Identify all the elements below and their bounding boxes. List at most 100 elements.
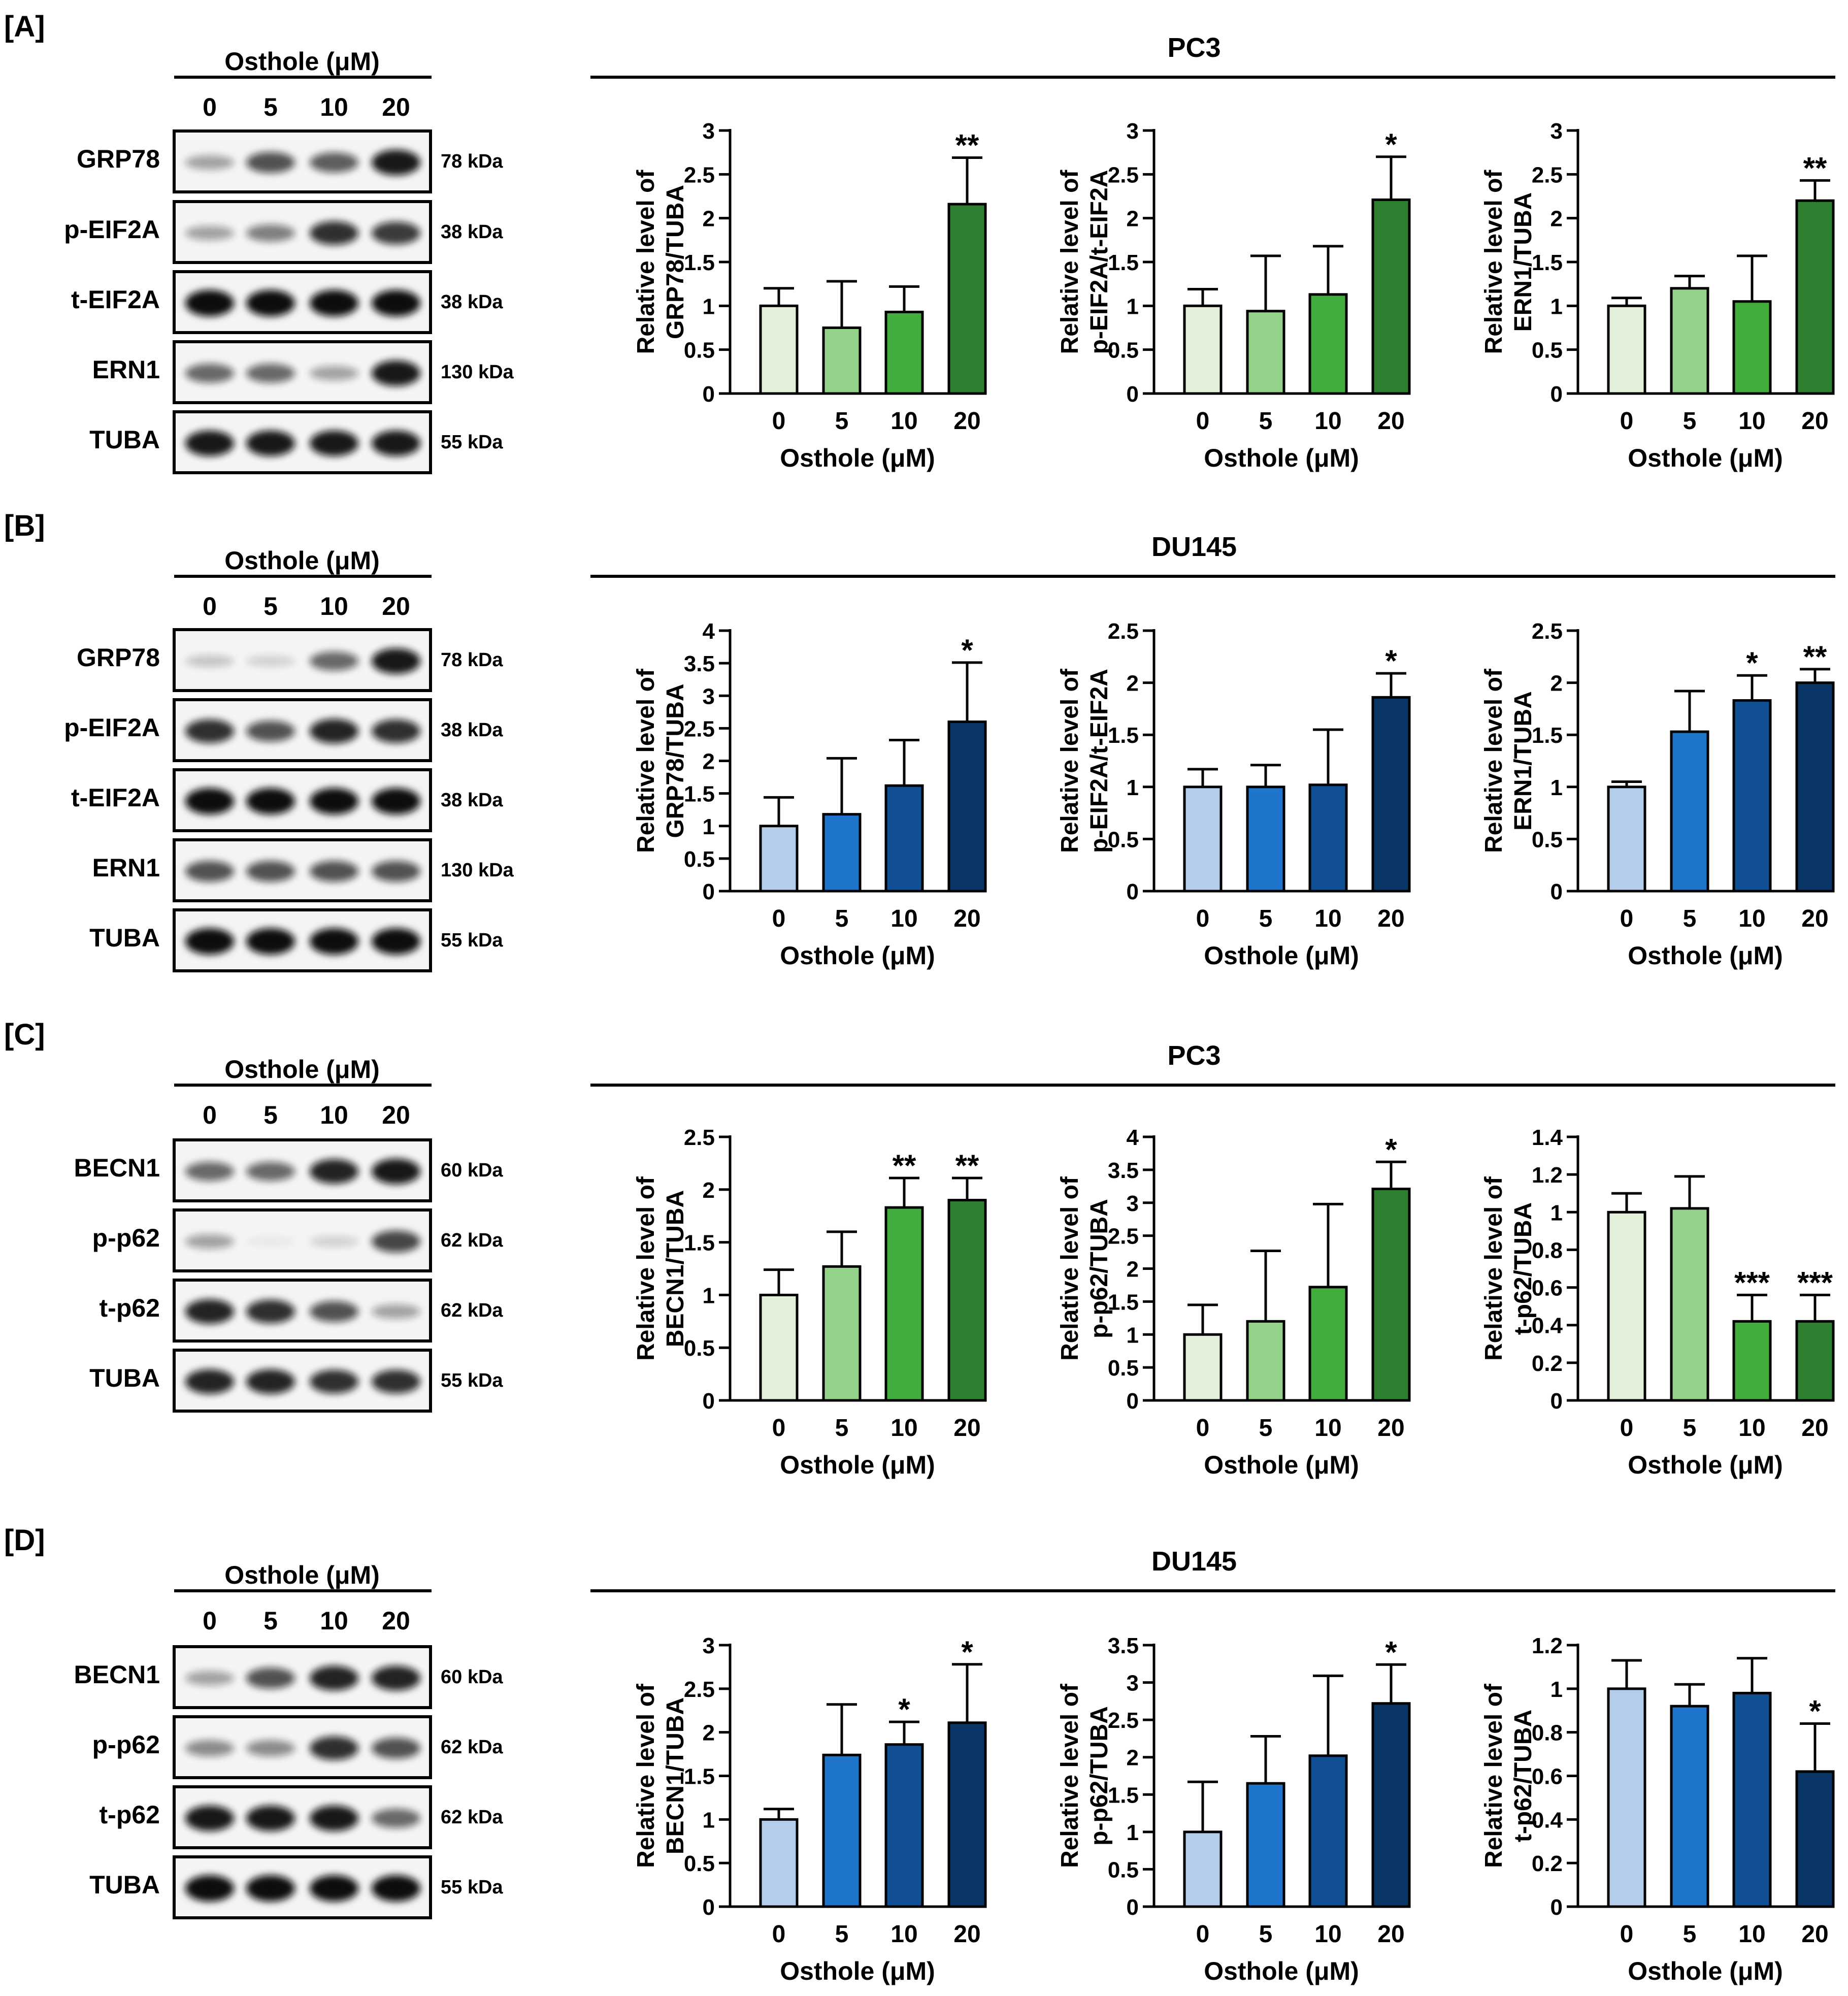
x-axis-label: Osthole (μM) [1204,941,1359,970]
x-axis-label: Osthole (μM) [780,444,935,472]
y-tick-label: 1.5 [1108,723,1139,748]
y-axis-label-line: Relative level of [633,1176,659,1361]
y-tick-label: 1.5 [1108,1783,1139,1808]
blot-row: ERN1 130 kDa [92,838,514,902]
y-tick-label: 1.5 [1532,250,1563,275]
y-tick-label: 1 [703,1283,715,1308]
bar [1308,1286,1348,1402]
x-tick-label: 20 [1801,905,1828,932]
y-axis-label-line: p-EIF2A/t-EIF2A [1086,669,1113,853]
blot-band [310,152,358,173]
x-tick-label: 0 [1620,1921,1634,1948]
blot-band [310,1875,358,1902]
significance-mark: * [1385,1635,1397,1669]
blot-row: p-p62 62 kDa [92,1208,503,1272]
bar [1670,730,1709,893]
bar-chart: 0 0.5 1 1.5 2 2.5 3 Relative level of BECN1/TUBA… [633,1633,987,1985]
blot-band [185,1162,234,1181]
protein-label: ERN1 [92,355,160,384]
significance-mark: * [1385,644,1397,678]
bar [884,1206,924,1402]
blot-band [372,928,420,955]
bar [1732,300,1772,395]
y-tick-label: 2 [703,1178,715,1203]
x-tick-label: 5 [1683,408,1697,435]
bar-chart: 0 0.5 1 1.5 2 2.5 3 3.5 4 Relative level of p-p62/… [1057,1125,1411,1479]
blot-band [246,1369,295,1394]
bar [1371,1188,1411,1402]
blot-band [185,1369,234,1394]
x-tick-label: 0 [1196,1415,1210,1442]
x-axis-label: Osthole (μM) [1204,444,1359,472]
y-tick-label: 1 [1550,1677,1563,1702]
y-tick-label: 3.5 [684,651,715,676]
y-axis-label-line: Relative level of [1480,668,1507,853]
blot-band [310,1805,358,1831]
y-tick-label: 2.5 [1108,619,1139,644]
blot-band [310,430,358,456]
protein-label: p-p62 [92,1730,160,1759]
bar [884,784,924,893]
blot-dose-label: 0 [203,93,217,121]
y-tick-label: 2 [1550,207,1563,232]
x-tick-label: 0 [1196,1921,1210,1948]
x-tick-label: 10 [890,1415,917,1442]
blot-band [310,366,358,381]
x-tick-label: 5 [1683,1921,1697,1948]
y-axis-label-line: t-p62/TUBA [1510,1710,1537,1842]
panel-label: [B] [4,509,45,542]
significance-mark: * [898,1692,910,1726]
x-tick-label: 20 [953,408,980,435]
bar [1183,786,1223,893]
y-axis-label-line: Relative level of [633,1683,659,1868]
blot-dose-label: 10 [320,592,348,620]
y-tick-label: 3.5 [1108,1633,1139,1658]
blot-row: BECN1 60 kDa [74,1645,503,1709]
y-axis-label-line: Relative level of [1057,1683,1083,1868]
y-axis-label: Relative level of BECN1/TUBA [633,1683,689,1868]
y-tick-label: 1.5 [684,1231,715,1256]
y-tick-label: 0.5 [684,338,715,363]
blot-band [310,1301,358,1322]
x-tick-label: 5 [1683,905,1697,932]
bar [1183,1830,1223,1908]
significance-mark: * [1746,646,1758,680]
y-axis-label-line: ERN1/TUBA [1510,691,1537,831]
y-tick-label: 2.5 [684,1677,715,1702]
protein-label: ERN1 [92,854,160,882]
y-tick-label: 2.5 [1108,162,1139,187]
x-tick-label: 20 [1801,1921,1828,1948]
x-tick-label: 0 [1620,905,1634,932]
bar-chart: 0 0.5 1 1.5 2 2.5 3 Relative level of p-EIF2A/t-… [1057,119,1411,472]
blot-band [185,1671,234,1686]
y-axis-label-line: Relative level of [1057,668,1083,853]
bar [1371,696,1411,893]
blot-band [372,1230,420,1253]
bar [884,1743,924,1908]
blot-band [310,290,358,316]
y-axis-label-line: BECN1/TUBA [662,1190,689,1347]
y-axis-label-line: p-p62/TUBA [1086,1199,1113,1338]
y-tick-label: 1 [1550,294,1563,319]
bar [1670,1207,1709,1402]
bar [884,310,924,395]
blot-band [246,1667,295,1689]
protein-label: TUBA [89,1871,160,1899]
y-tick-label: 0 [1127,1389,1139,1414]
blot-row: p-p62 62 kDa [92,1715,503,1779]
bar [1732,1320,1772,1402]
x-tick-label: 10 [1738,905,1765,932]
y-tick-label: 1.2 [1532,1163,1563,1188]
kda-label: 62 kDa [441,1807,503,1828]
y-axis-label: Relative level of t-p62/TUBA [1480,1683,1537,1868]
blot-band [185,364,234,383]
blot-band [372,1665,420,1691]
x-tick-label: 10 [890,905,917,932]
y-tick-label: 2.5 [1532,619,1563,644]
y-axis-label-line: p-EIF2A/t-EIF2A [1086,170,1113,354]
bar [1246,786,1285,893]
blot-band [185,290,234,316]
y-tick-label: 0.4 [1532,1808,1563,1833]
